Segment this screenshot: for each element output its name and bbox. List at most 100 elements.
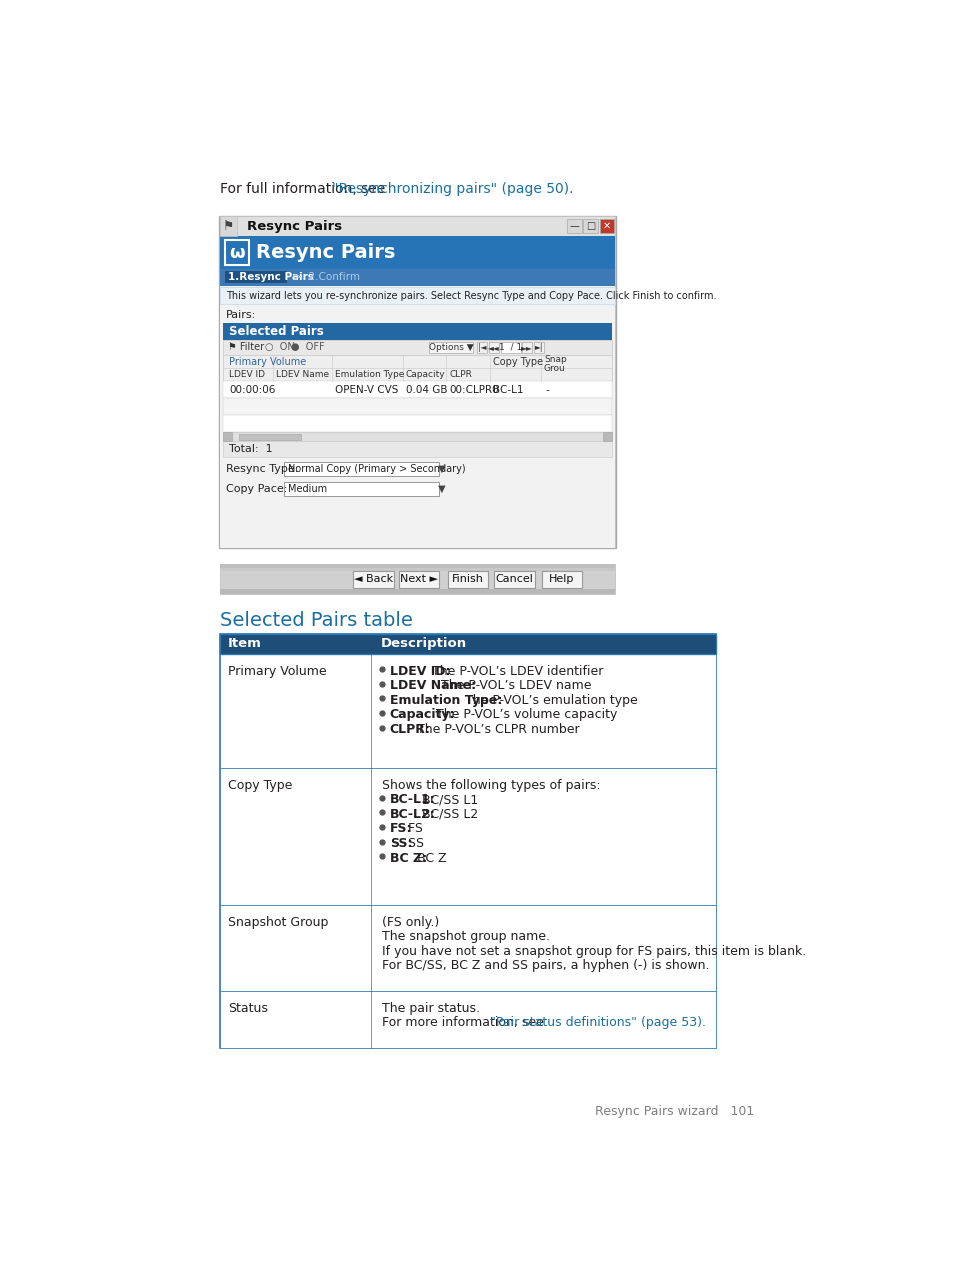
Text: LDEV ID:: LDEV ID: bbox=[390, 665, 450, 677]
Text: The P-VOL’s emulation type: The P-VOL’s emulation type bbox=[460, 694, 637, 707]
Bar bbox=[220, 216, 236, 236]
Text: ►|: ►| bbox=[534, 343, 542, 352]
Bar bbox=[220, 236, 615, 268]
Text: Next ►: Next ► bbox=[399, 574, 437, 585]
Text: Total:  1: Total: 1 bbox=[229, 444, 273, 454]
Text: FS: FS bbox=[403, 822, 422, 835]
Text: LDEV Name: LDEV Name bbox=[275, 370, 329, 379]
Bar bbox=[220, 568, 615, 571]
Bar bbox=[223, 323, 612, 339]
Text: Cancel: Cancel bbox=[495, 574, 533, 585]
Text: "Resynchronizing pairs" (page 50).: "Resynchronizing pairs" (page 50). bbox=[332, 182, 574, 196]
Bar bbox=[220, 768, 716, 905]
Bar bbox=[220, 216, 615, 236]
Bar bbox=[219, 216, 616, 548]
Text: Copy Type: Copy Type bbox=[228, 779, 292, 792]
Text: Pairs:: Pairs: bbox=[226, 310, 256, 320]
Text: The P-VOL’s volume capacity: The P-VOL’s volume capacity bbox=[432, 708, 617, 722]
Text: SS:: SS: bbox=[390, 838, 412, 850]
Text: Primary Volume: Primary Volume bbox=[229, 357, 306, 367]
Text: LDEV ID: LDEV ID bbox=[229, 370, 265, 379]
Bar bbox=[223, 339, 612, 355]
Text: Resync Pairs wizard   101: Resync Pairs wizard 101 bbox=[595, 1104, 754, 1118]
Text: ▼: ▼ bbox=[435, 484, 446, 494]
Text: >  2.Confirm: > 2.Confirm bbox=[290, 272, 359, 282]
Text: Resync Type:: Resync Type: bbox=[226, 464, 298, 474]
Text: ◄ Back: ◄ Back bbox=[354, 574, 393, 585]
Bar bbox=[283, 463, 438, 475]
Text: OPEN-V CVS: OPEN-V CVS bbox=[335, 385, 397, 395]
Bar bbox=[353, 571, 394, 587]
Text: ω: ω bbox=[229, 244, 245, 262]
Text: 1  / 1: 1 / 1 bbox=[498, 343, 521, 352]
Text: (FS only.): (FS only.) bbox=[381, 915, 438, 929]
Text: ⚑: ⚑ bbox=[223, 220, 233, 233]
Bar bbox=[223, 381, 612, 398]
Text: Selected Pairs table: Selected Pairs table bbox=[220, 611, 413, 630]
Text: Selected Pairs: Selected Pairs bbox=[229, 324, 324, 338]
Text: LDEV Name:: LDEV Name: bbox=[390, 679, 476, 693]
Text: ◄◄: ◄◄ bbox=[488, 343, 499, 352]
Text: Copy Type: Copy Type bbox=[493, 357, 542, 367]
Bar bbox=[220, 905, 716, 991]
Text: BC Z: BC Z bbox=[413, 852, 447, 864]
Text: The P-VOL’s LDEV identifier: The P-VOL’s LDEV identifier bbox=[427, 665, 602, 677]
Text: 0.04 GB: 0.04 GB bbox=[406, 385, 447, 395]
Bar bbox=[223, 355, 612, 381]
Text: Emulation Type:: Emulation Type: bbox=[390, 694, 501, 707]
Text: The P-VOL’s CLPR number: The P-VOL’s CLPR number bbox=[413, 723, 579, 736]
Text: ⚑ Filter: ⚑ Filter bbox=[228, 342, 264, 352]
Bar bbox=[494, 571, 534, 587]
Text: Grou: Grou bbox=[543, 364, 565, 372]
Text: Snapshot Group: Snapshot Group bbox=[228, 915, 328, 929]
Text: Emulation Type: Emulation Type bbox=[335, 370, 404, 379]
Text: ▼: ▼ bbox=[435, 464, 446, 474]
Bar bbox=[220, 634, 716, 653]
Text: CLPR: CLPR bbox=[449, 370, 472, 379]
Text: Description: Description bbox=[380, 637, 466, 651]
Text: CLPR:: CLPR: bbox=[390, 723, 430, 736]
Bar bbox=[238, 433, 300, 440]
Text: Finish: Finish bbox=[452, 574, 483, 585]
Text: For more information, see: For more information, see bbox=[381, 1017, 547, 1030]
Text: Capacity:: Capacity: bbox=[390, 708, 455, 722]
Bar bbox=[220, 653, 716, 768]
Bar bbox=[398, 571, 439, 587]
Text: BC/SS L2: BC/SS L2 bbox=[417, 808, 477, 821]
Text: Medium: Medium bbox=[288, 484, 327, 494]
Text: Options ▼: Options ▼ bbox=[428, 343, 473, 352]
Text: Status: Status bbox=[228, 1002, 268, 1014]
Text: ►►: ►► bbox=[521, 343, 533, 352]
Bar bbox=[220, 991, 716, 1049]
Text: Copy Pace:: Copy Pace: bbox=[226, 484, 287, 494]
Text: BC-L1: BC-L1 bbox=[493, 385, 523, 395]
Text: The pair status.: The pair status. bbox=[381, 1002, 479, 1014]
Bar bbox=[429, 342, 472, 353]
Bar bbox=[220, 634, 716, 1049]
Text: Resync Pairs: Resync Pairs bbox=[247, 220, 342, 233]
Bar bbox=[602, 432, 612, 441]
Text: Normal Copy (Primary > Secondary): Normal Copy (Primary > Secondary) bbox=[288, 464, 465, 474]
Text: 00:CLPR0: 00:CLPR0 bbox=[449, 385, 498, 395]
Text: "Pair status definitions" (page 53).: "Pair status definitions" (page 53). bbox=[490, 1017, 705, 1030]
Text: Capacity: Capacity bbox=[406, 370, 445, 379]
Text: ●  OFF: ● OFF bbox=[291, 342, 325, 352]
Text: The P-VOL’s LDEV name: The P-VOL’s LDEV name bbox=[436, 679, 591, 693]
Text: Help: Help bbox=[549, 574, 574, 585]
Text: 1.Resync Pairs: 1.Resync Pairs bbox=[228, 272, 314, 282]
Text: ○  ON: ○ ON bbox=[265, 342, 294, 352]
Text: The snapshot group name.: The snapshot group name. bbox=[381, 930, 549, 943]
Text: BC-L2:: BC-L2: bbox=[390, 808, 435, 821]
Text: 00:00:06: 00:00:06 bbox=[229, 385, 275, 395]
Bar bbox=[224, 271, 286, 283]
Bar bbox=[447, 571, 488, 587]
Text: Shows the following types of pairs:: Shows the following types of pairs: bbox=[381, 779, 600, 792]
Bar bbox=[223, 416, 612, 432]
Text: For full information, see: For full information, see bbox=[220, 182, 389, 196]
Text: SS: SS bbox=[403, 838, 423, 850]
Text: BC/SS L1: BC/SS L1 bbox=[417, 793, 477, 806]
Bar bbox=[220, 564, 615, 568]
Bar bbox=[583, 219, 598, 234]
Bar bbox=[534, 342, 543, 353]
Bar bbox=[567, 219, 581, 234]
